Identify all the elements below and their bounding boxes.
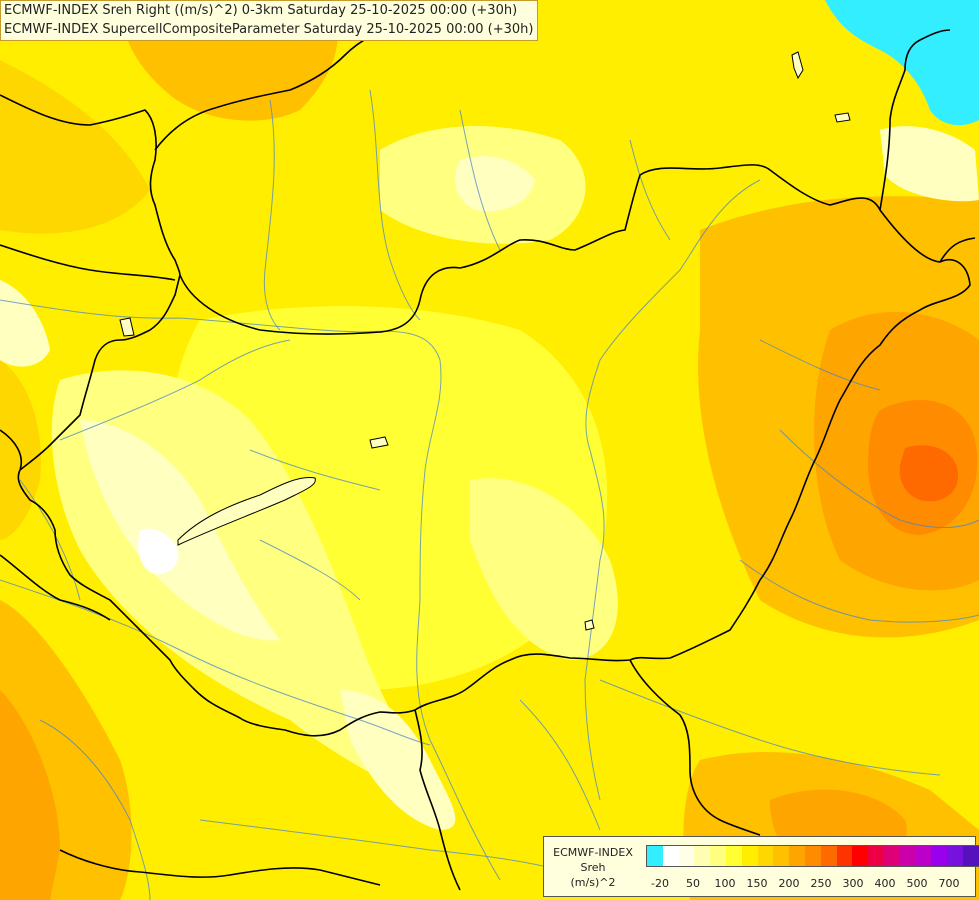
river-center-1: [249, 449, 381, 491]
border-austria-west: [0, 429, 22, 471]
field-light-middle: [470, 478, 618, 660]
legend-tick-labels: -20 50 100 150 200 250 300 400 500 700: [544, 877, 977, 891]
river-west-1: [19, 479, 81, 601]
lake-balaton: [177, 476, 316, 546]
legend-swatch: [931, 846, 948, 866]
field-pale-northeast: [880, 126, 979, 202]
legend-tick-label: 150: [746, 877, 768, 890]
legend-swatch: [725, 846, 742, 866]
lake-small-3: [834, 112, 851, 123]
legend-swatch: [947, 846, 963, 866]
legend-swatch: [678, 846, 695, 866]
legend-swatch: [662, 846, 679, 866]
river-northeast-1: [629, 139, 671, 241]
river-south-2: [519, 699, 601, 831]
legend-swatch: [694, 846, 711, 866]
border-slovenia-croatia: [0, 554, 111, 621]
field-white-west: [138, 528, 179, 575]
legend-swatch: [710, 846, 726, 866]
river-north-1: [263, 99, 281, 331]
field-pale-southcenter: [340, 690, 456, 830]
legend-swatch: [757, 846, 774, 866]
legend-swatch: [836, 846, 853, 866]
map-title-line-1: ECMWF-INDEX Sreh Right ((m/s)^2) 0-3km S…: [4, 3, 518, 18]
color-legend: ECMWF-INDEX Sreh (m/s)^2 -20 50 100 150 200 2…: [543, 836, 979, 897]
legend-tick-label: 100: [714, 877, 736, 890]
legend-swatch: [773, 846, 790, 866]
lake-small-4: [791, 51, 804, 80]
lake-small-5: [119, 317, 135, 337]
border-ukraine-romania: [939, 237, 976, 263]
legend-swatch: [741, 846, 758, 866]
border-austria-czech: [0, 244, 176, 281]
legend-tick-label: 500: [906, 877, 928, 890]
legend-color-scale: [646, 845, 979, 867]
river-north-2: [369, 89, 421, 321]
river-danube: [0, 299, 501, 881]
river-sava: [199, 819, 561, 871]
river-east-2: [759, 339, 881, 391]
field-gold-northwest: [0, 60, 150, 234]
legend-swatch: [820, 846, 837, 866]
river-drava: [0, 579, 431, 746]
legend-tick-label: 300: [842, 877, 864, 890]
legend-label: ECMWF-INDEX Sreh (m/s)^2: [548, 845, 638, 890]
legend-source: ECMWF-INDEX: [553, 846, 633, 859]
map-title-line-2: ECMWF-INDEX SupercellCompositeParameter …: [4, 22, 534, 37]
field-redorange-east: [899, 445, 959, 502]
border-hungary: [17, 164, 971, 737]
river-north-3: [459, 109, 501, 251]
legend-tick-label: 250: [810, 877, 832, 890]
river-tisza: [584, 179, 761, 801]
border-ukraine-poland: [879, 29, 951, 211]
field-pale-west: [80, 420, 280, 641]
legend-tick-label: -20: [651, 877, 669, 890]
lake-small-2: [584, 619, 595, 631]
river-east-1: [779, 429, 979, 528]
field-orange-southwest: [0, 690, 60, 900]
legend-swatch: [883, 846, 900, 866]
river-southwest-1: [39, 719, 151, 900]
legend-swatch: [804, 846, 821, 866]
border-croatia-serbia: [414, 709, 461, 891]
border-croatia-bosnia: [59, 849, 381, 886]
legend-swatch: [789, 846, 805, 866]
legend-tick-label: 200: [778, 877, 800, 890]
river-east-3: [739, 559, 979, 623]
legend-tick-label: 50: [686, 877, 700, 890]
field-pale-north: [455, 156, 535, 212]
legend-tick-label: 400: [874, 877, 896, 890]
river-raba: [59, 339, 291, 441]
river-center-2: [259, 539, 361, 601]
lake-small-1: [369, 436, 389, 449]
legend-swatch: [868, 846, 884, 866]
legend-swatch: [852, 846, 869, 866]
border-romania-serbia: [629, 659, 761, 836]
rivers: [0, 89, 979, 900]
legend-swatch: [647, 846, 663, 866]
river-south-1: [599, 679, 941, 776]
legend-swatch: [915, 846, 932, 866]
legend-tick-label: 700: [938, 877, 960, 890]
legend-unit: (m/s)^2: [570, 876, 616, 889]
legend-swatch: [899, 846, 916, 866]
legend-variable: Sreh: [580, 861, 606, 874]
border-slovakia-poland: [0, 94, 181, 276]
map-title-box: ECMWF-INDEX Sreh Right ((m/s)^2) 0-3km S…: [0, 0, 539, 41]
legend-swatch: [962, 846, 979, 866]
